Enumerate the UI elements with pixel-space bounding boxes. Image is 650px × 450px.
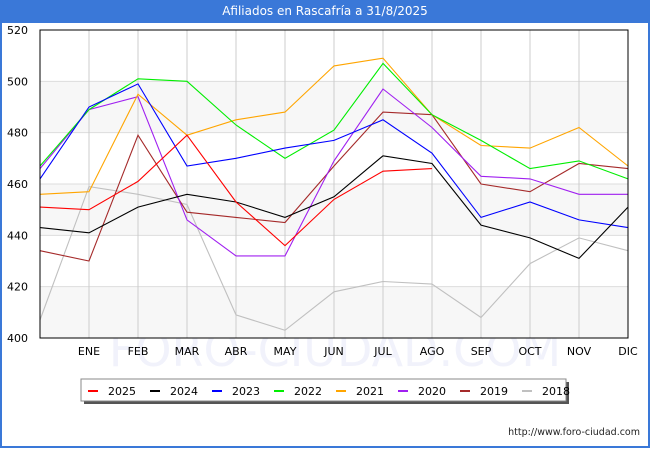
x-tick-label: FEB [128,345,149,358]
y-tick-label: 400 [7,332,28,345]
x-tick-label: MAR [175,345,200,358]
x-tick-label: MAY [274,345,297,358]
plot-border [39,29,629,339]
x-tick-label: NOV [567,345,592,358]
series-line-2020 [39,88,628,257]
chart-title: Afiliados en Rascafría a 31/8/2025 [0,0,650,23]
x-tick-label: ABR [225,345,248,358]
series-line-2018 [39,185,629,331]
y-tick-label: 440 [7,229,28,242]
y-tick-label: 520 [7,24,28,37]
series-line-2022 [39,62,629,180]
x-tick-label: OCT [518,345,541,358]
x-tick-label: JUL [373,345,392,358]
legend-label-2018: 2018 [542,385,570,398]
legend-label-2019: 2019 [480,385,508,398]
legend-label-2020: 2020 [418,385,446,398]
y-tick-label: 420 [7,281,28,294]
x-tick-label: AGO [420,345,445,358]
legend-label-2021: 2021 [356,385,384,398]
legend-box [80,378,567,402]
legend-label-2022: 2022 [294,385,322,398]
series-line-2023 [39,83,629,229]
series-line-2021 [39,57,629,195]
source-url[interactable]: http://www.foro-ciudad.com [508,427,640,438]
y-tick-label: 460 [7,178,28,191]
series-line-2019 [39,111,629,262]
legend-label-2023: 2023 [232,385,260,398]
x-tick-label: ENE [78,345,100,358]
series-line-2024 [39,155,629,260]
legend-label-2024: 2024 [170,385,198,398]
legend-label-2025: 2025 [108,385,136,398]
series-line-2025 [39,134,433,247]
x-tick-label: SEP [471,345,492,358]
y-tick-label: 480 [7,127,28,140]
y-tick-label: 500 [7,75,28,88]
x-tick-label: JUN [323,345,344,358]
x-tick-label: DIC [618,345,638,358]
